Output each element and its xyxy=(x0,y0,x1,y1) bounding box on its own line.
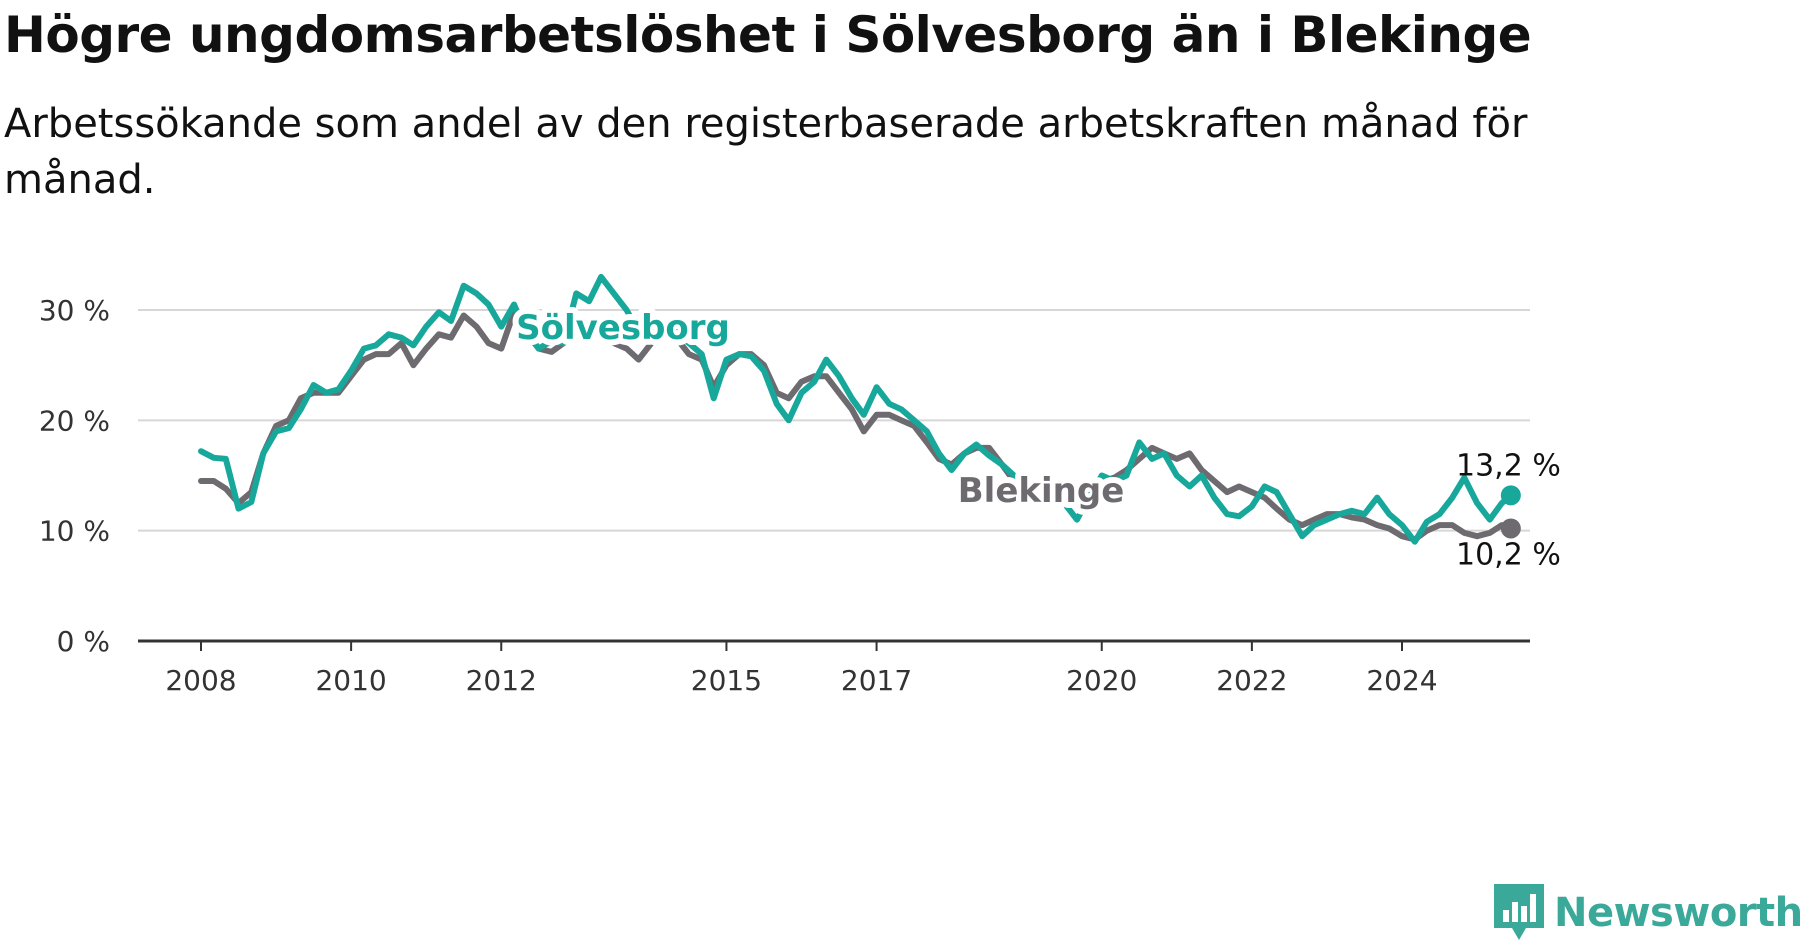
series-label-solvesborg: Sölvesborg xyxy=(516,308,730,348)
x-tick-label: 2012 xyxy=(466,664,537,697)
chart-title: Högre ungdomsarbetslöshet i Sölvesborg ä… xyxy=(4,6,1532,64)
gridlines xyxy=(138,309,1530,532)
series-label-blekinge-halo: Blekinge xyxy=(958,471,1125,511)
x-tick-label: 2020 xyxy=(1066,664,1137,697)
end-value-label-blekinge: 10,2 % xyxy=(1456,537,1561,572)
brand-logo: Newsworthy xyxy=(1494,884,1800,942)
series-end-point-sölvesborg xyxy=(1500,485,1521,506)
series-labels: SölvesborgSölvesborgBlekingeBlekinge13,2… xyxy=(510,302,1561,572)
series-line-sölvesborg xyxy=(198,273,1514,545)
series-label-blekinge: Blekinge xyxy=(958,471,1125,511)
y-tick-label: 20 % xyxy=(39,404,110,437)
end-value-label-solvesborg: 13,2 % xyxy=(1456,448,1561,483)
x-tick-label: 2010 xyxy=(315,664,386,697)
x-tick-label: 2024 xyxy=(1366,664,1437,697)
y-tick-label: 30 % xyxy=(39,294,110,327)
x-tick-label: 2017 xyxy=(841,664,912,697)
axes: 0 % 10 % 20 % 30 % 2008 2010 2012 2015 2017 2020 2… xyxy=(39,294,1530,697)
y-tick-label: 10 % xyxy=(39,515,110,548)
series-label-solvesborg-halo: Sölvesborg xyxy=(516,308,730,348)
x-tick-label: 2015 xyxy=(691,664,762,697)
chart-subtitle: Arbetssökande som andel av den registerb… xyxy=(4,101,1528,203)
series-line-blekinge xyxy=(198,309,1514,543)
series-end-point-blekinge xyxy=(1500,518,1521,539)
newsworthy-logo-icon xyxy=(1494,884,1544,940)
x-tick-label: 2022 xyxy=(1216,664,1287,697)
y-tick-label: 0 % xyxy=(57,625,110,658)
x-tick-label: 2008 xyxy=(165,664,236,697)
series-lines xyxy=(198,273,1521,545)
brand-name: Newsworthy xyxy=(1554,890,1800,936)
